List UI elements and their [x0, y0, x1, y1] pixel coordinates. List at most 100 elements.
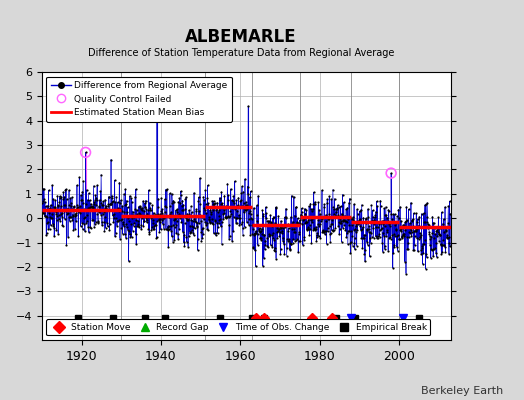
Point: [178, 207, 187, 213]
Point: [123, 204, 132, 210]
Point: [148, 214, 156, 220]
Point: [219, 216, 227, 222]
Point: [408, 229, 416, 235]
Point: [378, 230, 387, 236]
Point: [394, 232, 402, 239]
Point: [377, 220, 385, 227]
Point: [128, 228, 137, 234]
Point: [67, 214, 75, 220]
Point: [100, 209, 108, 215]
Point: [85, 205, 93, 212]
Point: [403, 246, 411, 252]
Point: [395, 236, 403, 242]
Point: [305, 232, 314, 238]
Point: [68, 194, 76, 200]
Point: [332, 206, 340, 212]
Point: [431, 225, 439, 231]
Point: [161, 186, 170, 193]
Point: [326, 231, 334, 237]
Point: [204, 200, 212, 206]
Point: [373, 235, 381, 242]
Point: [399, 222, 408, 228]
Point: [427, 255, 435, 261]
Point: [199, 225, 207, 231]
Point: [165, 222, 173, 229]
Point: [340, 222, 348, 228]
Point: [235, 214, 244, 221]
Point: [404, 240, 412, 246]
Point: [91, 221, 99, 227]
Point: [46, 226, 54, 232]
Point: [91, 197, 100, 204]
Point: [238, 219, 246, 225]
Point: [276, 250, 285, 257]
Point: [296, 217, 304, 224]
Point: [108, 195, 116, 202]
Point: [163, 186, 171, 192]
Point: [389, 211, 397, 218]
Point: [172, 214, 181, 220]
Point: [207, 211, 215, 217]
Point: [150, 226, 159, 232]
Point: [343, 219, 351, 225]
Point: [144, 226, 152, 232]
Point: [414, 236, 423, 242]
Point: [191, 213, 199, 220]
Point: [306, 200, 314, 207]
Point: [298, 208, 306, 215]
Point: [193, 224, 201, 230]
Point: [319, 228, 327, 235]
Point: [304, 224, 312, 230]
Point: [380, 243, 389, 249]
Point: [203, 182, 212, 188]
Point: [262, 215, 270, 221]
Point: [407, 200, 415, 206]
Point: [215, 207, 223, 214]
Point: [317, 218, 325, 224]
Point: [194, 198, 202, 204]
Point: [211, 218, 220, 224]
Point: [172, 207, 180, 214]
Point: [418, 245, 427, 252]
Point: [430, 245, 438, 252]
Point: [240, 209, 248, 216]
Point: [143, 219, 151, 226]
Point: [168, 191, 176, 197]
Point: [422, 251, 430, 257]
Point: [250, 247, 259, 254]
Point: [213, 230, 222, 236]
Point: [45, 187, 53, 193]
Point: [332, 209, 341, 216]
Point: [337, 239, 346, 245]
Point: [390, 211, 399, 217]
Point: [217, 189, 226, 195]
Point: [151, 221, 160, 228]
Point: [147, 227, 156, 233]
Point: [89, 204, 97, 210]
Point: [333, 206, 341, 212]
Point: [226, 186, 235, 192]
Point: [216, 194, 224, 201]
Point: [432, 254, 441, 260]
Point: [389, 231, 398, 238]
Point: [115, 180, 124, 186]
Point: [386, 220, 394, 226]
Point: [138, 215, 147, 222]
Point: [321, 231, 329, 238]
Point: [314, 217, 322, 223]
Point: [406, 230, 414, 236]
Point: [282, 252, 291, 259]
Point: [112, 214, 120, 221]
Point: [279, 241, 288, 247]
Point: [132, 186, 140, 192]
Point: [106, 201, 115, 208]
Point: [310, 226, 319, 232]
Point: [75, 210, 84, 216]
Point: [378, 218, 386, 224]
Point: [227, 197, 236, 204]
Point: [285, 238, 293, 244]
Point: [182, 194, 190, 200]
Point: [144, 214, 152, 220]
Point: [259, 212, 267, 219]
Point: [385, 221, 394, 228]
